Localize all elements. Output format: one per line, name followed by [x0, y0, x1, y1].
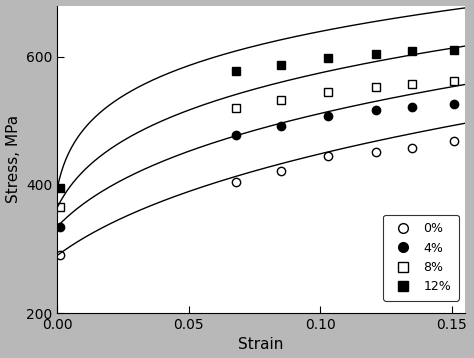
Y-axis label: Stress, MPa: Stress, MPa — [6, 115, 20, 203]
X-axis label: Strain: Strain — [238, 338, 284, 352]
Legend: 0%, 4%, 8%, 12%: 0%, 4%, 8%, 12% — [383, 215, 459, 301]
